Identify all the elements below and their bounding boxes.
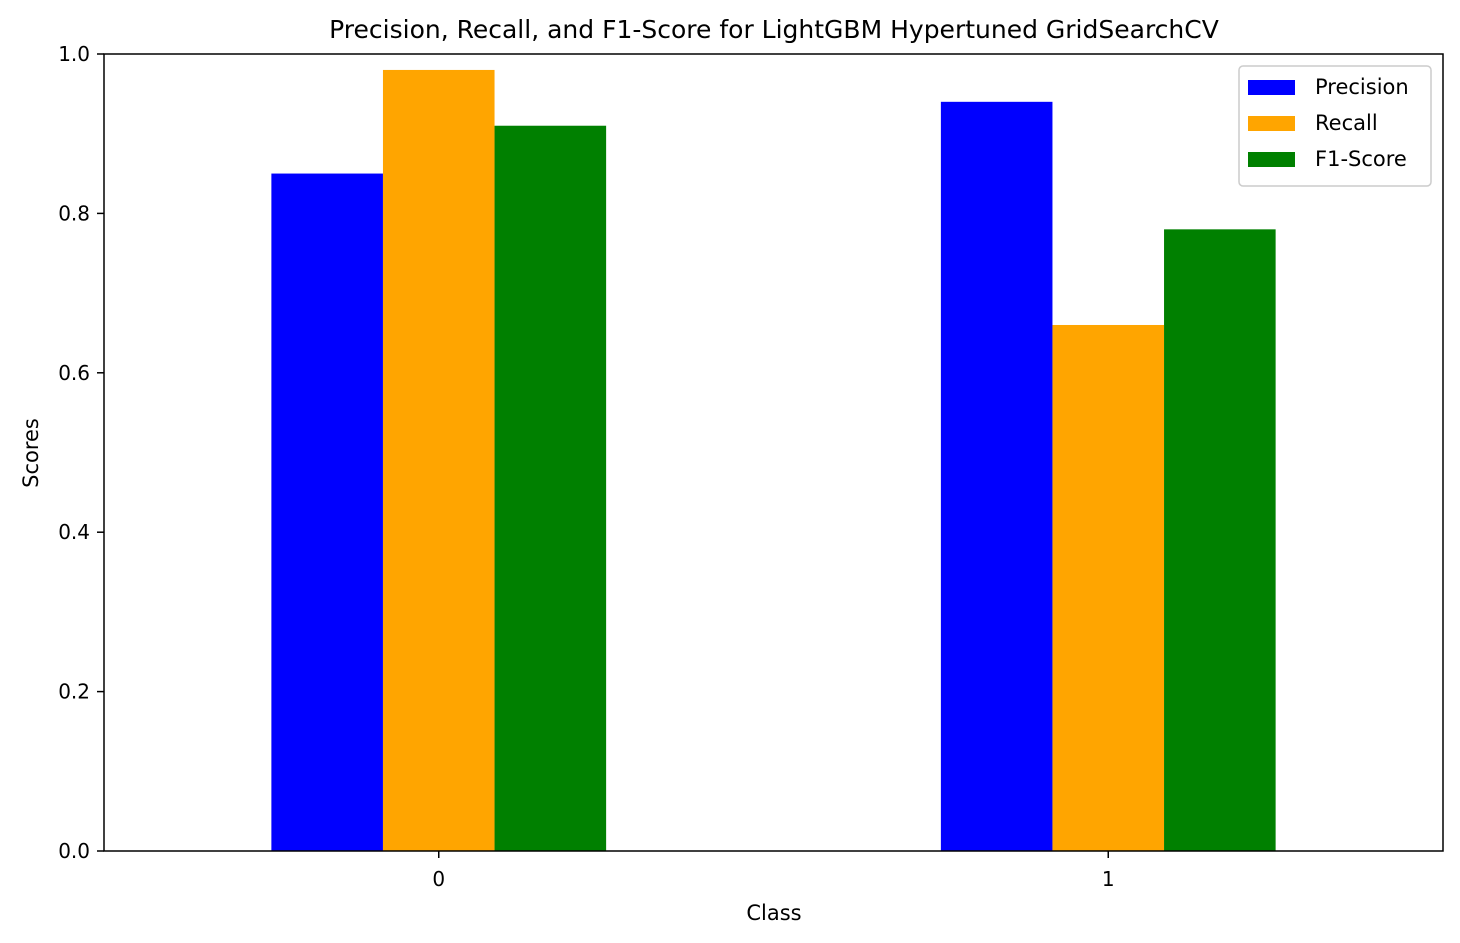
y-tick-label: 0.2 <box>58 680 90 704</box>
bars-layer <box>271 69 1276 852</box>
x-tick-label: 0 <box>432 867 445 891</box>
legend-swatch-recall <box>1248 116 1295 131</box>
y-axis-ticks: 0.0 0.2 0.4 0.6 0.8 1.0 <box>58 42 104 863</box>
y-tick-label: 1.0 <box>58 42 90 66</box>
bar-recall-class-0 <box>382 69 495 851</box>
legend-label-f1-score: F1-Score <box>1315 147 1407 171</box>
legend-swatch-f1-score <box>1248 152 1295 167</box>
y-tick-label: 0.6 <box>58 361 90 385</box>
bar-precision-class-0 <box>271 173 383 852</box>
chart-title: Precision, Recall, and F1-Score for Ligh… <box>329 15 1219 44</box>
y-tick-label: 0.4 <box>58 520 90 544</box>
y-tick-label: 0.8 <box>58 201 90 225</box>
bar-precision-class-1 <box>940 101 1053 851</box>
bar-recall-class-1 <box>1052 324 1165 852</box>
legend-label-precision: Precision <box>1315 75 1409 99</box>
bar-f1-score-class-1 <box>1164 229 1276 852</box>
x-tick-label: 1 <box>1102 867 1115 891</box>
x-axis-label: Class <box>746 901 801 925</box>
plot-frame <box>103 53 1444 852</box>
bar-f1-score-class-0 <box>494 125 607 852</box>
y-axis-label: Scores <box>19 418 43 488</box>
y-tick-label: 0.0 <box>58 839 90 863</box>
legend-swatch-precision <box>1248 80 1295 95</box>
legend-label-recall: Recall <box>1315 111 1378 135</box>
legend: Precision Recall F1-Score <box>1238 65 1432 187</box>
